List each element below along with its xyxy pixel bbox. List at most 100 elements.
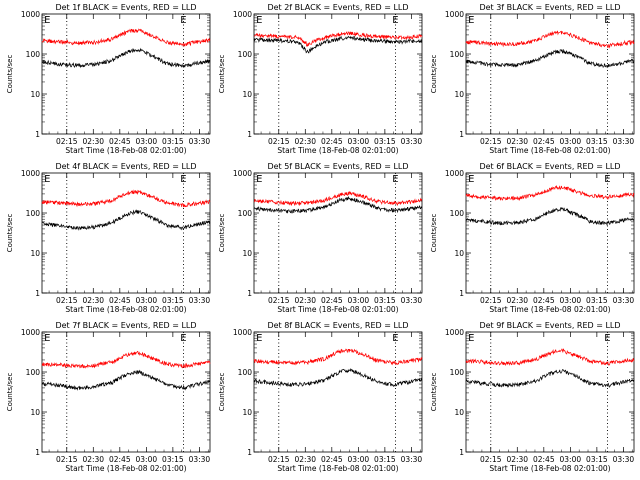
series-lld-line (253, 348, 423, 366)
plot-frame (465, 331, 635, 453)
x-tick-label: 03:30 (401, 455, 423, 464)
x-tick-label: 03:30 (189, 296, 211, 305)
x-tick-label: 03:00 (560, 137, 582, 146)
x-tick-label: 02:30 (82, 137, 104, 146)
x-tick-label: 03:15 (162, 455, 184, 464)
plot-frame (465, 13, 635, 135)
x-tick-label: 03:15 (586, 137, 608, 146)
x-tick-label: 02:45 (109, 296, 131, 305)
x-axis-label: Start Time (18-Feb-08 02:01:00) (277, 305, 398, 314)
x-tick-label: 03:00 (348, 296, 370, 305)
x-tick-label: 02:45 (533, 137, 555, 146)
series-events-line (42, 209, 211, 231)
event-marker-E: E (44, 174, 50, 185)
y-tick-label: 1000 (233, 328, 252, 337)
y-tick-label: 10 (454, 249, 464, 258)
panel-det-6f: Det 6f BLACK = Events, RED = LLD 1 10 100 10… (430, 162, 634, 314)
y-tick-label: 1 (459, 448, 464, 457)
y-tick-label: 100 (238, 50, 253, 59)
y-tick-label: 100 (26, 50, 41, 59)
x-tick-label: 02:45 (109, 137, 131, 146)
x-axis-label: Start Time (18-Feb-08 02:01:00) (489, 146, 610, 155)
series-events-line (41, 369, 211, 391)
event-marker-E: E (44, 15, 50, 26)
plot-frame (253, 13, 423, 135)
event-marker-E: E (468, 174, 474, 185)
event-marker-E: E (604, 174, 610, 185)
event-marker-E: E (392, 15, 398, 26)
panel-det-7f: Det 7f BLACK = Events, RED = LLD 1 10 100 10… (6, 321, 210, 473)
y-tick-label: 1 (247, 289, 252, 298)
y-axis-label: Counts/sec (218, 214, 226, 253)
x-tick-label: 03:00 (136, 455, 158, 464)
panel-title: Det 2f BLACK = Events, RED = LLD (267, 3, 408, 12)
x-tick-label: 03:30 (189, 137, 211, 146)
x-tick-label: 03:15 (586, 455, 608, 464)
panel-det-2f: Det 2f BLACK = Events, RED = LLD 1 10 100 10… (218, 3, 422, 155)
x-axis-label: Start Time (18-Feb-08 02:01:00) (277, 146, 398, 155)
y-axis-label: Counts/sec (430, 55, 438, 94)
y-tick-label: 1000 (21, 169, 40, 178)
y-tick-label: 1000 (21, 328, 40, 337)
panel-det-9f: Det 9f BLACK = Events, RED = LLD 1 10 100 10… (430, 321, 634, 473)
panel-det-3f: Det 3f BLACK = Events, RED = LLD 1 10 100 10… (430, 3, 634, 155)
series-lld-line (465, 30, 635, 49)
panel-title: Det 5f BLACK = Events, RED = LLD (267, 162, 408, 171)
y-tick-label: 1000 (233, 169, 252, 178)
y-tick-label: 10 (242, 249, 252, 258)
series-events-line (465, 206, 635, 227)
x-tick-label: 02:30 (506, 296, 528, 305)
y-tick-label: 100 (450, 50, 465, 59)
x-tick-label: 02:30 (294, 455, 316, 464)
event-marker-E: E (604, 15, 610, 26)
series-lld-line (41, 189, 211, 208)
event-marker-E: E (468, 15, 474, 26)
series-events-line (253, 367, 423, 387)
series-lld-line (253, 191, 423, 207)
x-tick-label: 02:15 (480, 137, 502, 146)
y-tick-label: 100 (26, 368, 41, 377)
x-axis-label: Start Time (18-Feb-08 02:01:00) (65, 464, 186, 473)
x-tick-label: 03:00 (348, 137, 370, 146)
plot-frame (253, 172, 423, 294)
panel-title: Det 4f BLACK = Events, RED = LLD (55, 162, 196, 171)
x-tick-label: 03:30 (613, 137, 635, 146)
event-marker-E: E (604, 333, 610, 344)
event-marker-E: E (180, 333, 186, 344)
event-marker-E: E (392, 174, 398, 185)
series-events-line (253, 35, 422, 54)
series-events-line (465, 49, 635, 69)
panel-title: Det 6f BLACK = Events, RED = LLD (479, 162, 620, 171)
x-tick-label: 03:15 (162, 296, 184, 305)
x-axis-label: Start Time (18-Feb-08 02:01:00) (489, 305, 610, 314)
event-marker-E: E (180, 174, 186, 185)
x-tick-label: 03:15 (162, 137, 184, 146)
x-tick-label: 03:15 (374, 137, 396, 146)
y-axis-label: Counts/sec (430, 214, 438, 253)
x-tick-label: 02:45 (321, 455, 343, 464)
panel-title: Det 1f BLACK = Events, RED = LLD (55, 3, 196, 12)
x-tick-label: 02:15 (56, 137, 78, 146)
y-tick-label: 1 (35, 289, 40, 298)
x-tick-label: 03:30 (189, 455, 211, 464)
y-tick-label: 1 (247, 448, 252, 457)
plot-frame (41, 13, 211, 135)
y-axis-label: Counts/sec (430, 373, 438, 412)
event-marker-E: E (468, 333, 474, 344)
x-tick-label: 03:30 (613, 296, 635, 305)
y-tick-label: 1000 (445, 10, 464, 19)
x-tick-label: 02:15 (56, 296, 78, 305)
y-tick-label: 100 (238, 368, 253, 377)
y-axis-label: Counts/sec (6, 214, 14, 253)
y-tick-label: 10 (454, 408, 464, 417)
panel-det-5f: Det 5f BLACK = Events, RED = LLD 1 10 100 10… (218, 162, 422, 314)
y-tick-label: 100 (450, 368, 465, 377)
x-tick-label: 03:00 (560, 455, 582, 464)
x-tick-label: 02:30 (506, 137, 528, 146)
y-tick-label: 1 (459, 289, 464, 298)
series-events-line (465, 369, 635, 388)
x-tick-label: 02:15 (56, 455, 78, 464)
y-tick-label: 10 (242, 408, 252, 417)
x-axis-label: Start Time (18-Feb-08 02:01:00) (65, 305, 186, 314)
event-marker-E: E (44, 333, 50, 344)
